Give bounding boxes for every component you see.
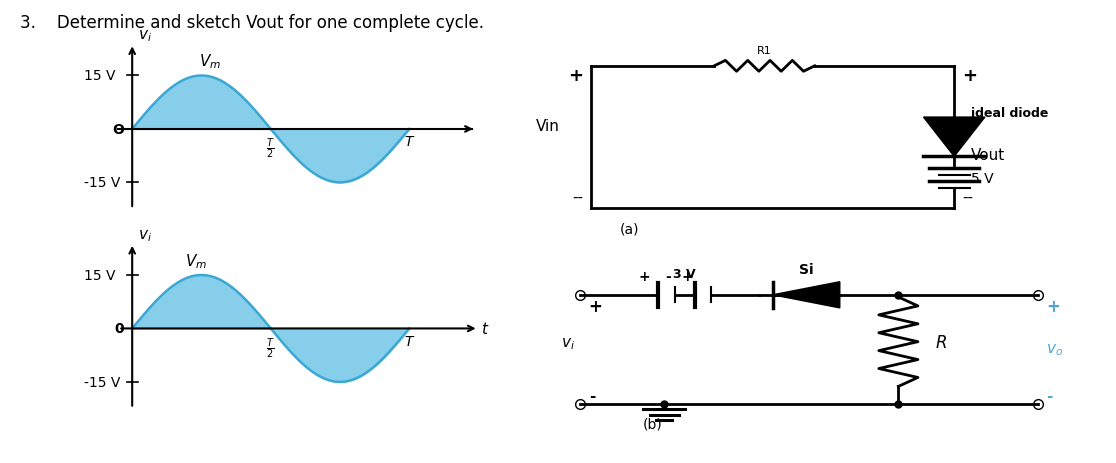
Text: $v_o$: $v_o$ <box>1047 342 1064 357</box>
Text: O: O <box>112 123 124 137</box>
Text: $t$: $t$ <box>481 321 490 337</box>
Text: -15 V: -15 V <box>84 176 121 190</box>
Text: --: -- <box>962 190 973 205</box>
Text: +: + <box>682 269 693 283</box>
Text: -15 V: -15 V <box>84 375 121 389</box>
Text: +: + <box>638 269 651 283</box>
Text: --: -- <box>573 190 583 205</box>
Text: $V_m$: $V_m$ <box>199 52 221 71</box>
Text: Vin: Vin <box>536 119 559 134</box>
Text: 3 V: 3 V <box>673 267 696 280</box>
Text: +: + <box>568 66 583 84</box>
Text: 15 V: 15 V <box>84 69 115 83</box>
Text: $\frac{T}{2}$: $\frac{T}{2}$ <box>267 336 275 360</box>
Text: Si: Si <box>799 263 814 277</box>
Text: +: + <box>589 297 603 315</box>
Text: $v_i$: $v_i$ <box>561 335 575 351</box>
Polygon shape <box>772 282 839 308</box>
Text: (a): (a) <box>619 222 638 237</box>
Text: +: + <box>962 66 978 84</box>
Text: -: - <box>1047 388 1052 403</box>
Text: 0: 0 <box>114 322 124 336</box>
Text: $\frac{T}{2}$: $\frac{T}{2}$ <box>267 137 275 161</box>
Text: $v_i$: $v_i$ <box>137 228 152 244</box>
Text: +: + <box>1047 297 1060 315</box>
Text: R1: R1 <box>757 46 772 56</box>
Text: $v_i$: $v_i$ <box>137 29 152 44</box>
Text: 3.    Determine and sketch Vout for one complete cycle.: 3. Determine and sketch Vout for one com… <box>20 14 484 32</box>
Text: $R$: $R$ <box>935 333 946 351</box>
Text: -: - <box>665 269 671 283</box>
Text: (b): (b) <box>643 416 663 430</box>
Polygon shape <box>924 118 985 157</box>
Text: ideal diode: ideal diode <box>971 107 1048 120</box>
Text: $V_m$: $V_m$ <box>185 251 206 270</box>
Text: Vout: Vout <box>971 147 1006 163</box>
Text: 5 V: 5 V <box>971 172 993 186</box>
Text: $T$: $T$ <box>404 135 415 149</box>
Text: $T$: $T$ <box>404 334 415 348</box>
Text: -: - <box>589 388 595 403</box>
Text: 15 V: 15 V <box>84 269 115 282</box>
